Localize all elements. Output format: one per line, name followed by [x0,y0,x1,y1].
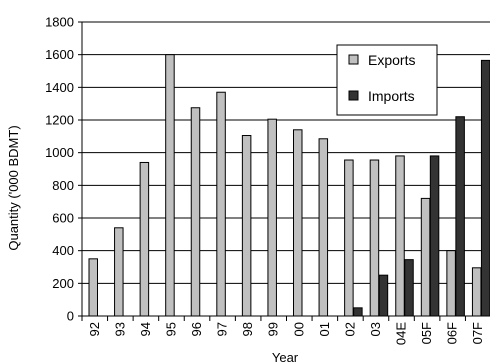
y-tick-label: 1000 [45,145,74,160]
x-tick-label: 00 [291,322,306,336]
y-tick-label: 0 [67,309,74,324]
x-tick-label: 99 [266,322,281,336]
y-tick-label: 1800 [45,15,74,30]
bar-exports-99 [267,118,277,317]
bar-exports-93 [114,227,124,317]
legend-label-imports: Imports [368,88,415,104]
y-tick-label: 400 [52,243,74,258]
bar-exports-03 [369,159,380,317]
bar-imports-05F [429,155,440,317]
bar-exports-97 [216,91,226,317]
y-axis-ticks: 0 200 400 600 800 1000 1200 1400 1600 1800 [45,15,82,324]
legend-swatch-exports [348,54,359,65]
bar-exports-98 [241,135,252,317]
x-tick-label: 01 [317,322,332,336]
legend: Exports Imports [336,44,438,116]
y-tick-label: 1400 [45,80,74,95]
bar-imports-06F [455,116,465,317]
x-tick-label: 94 [138,322,153,336]
bar-exports-00 [293,129,303,317]
bar-imports-07F [480,59,490,317]
y-tick-label: 1200 [45,113,74,128]
axes [81,22,490,317]
legend-label-exports: Exports [368,52,415,68]
bar-exports-95 [165,54,175,317]
bar-exports-02 [344,159,354,317]
x-axis-ticks: 92 93 94 95 96 97 98 99 00 01 02 03 04E 05F 06F 07F [81,316,485,345]
x-tick-label: 92 [87,322,102,336]
x-tick-label: 05F [419,322,434,344]
bar-exports-07F [471,267,482,317]
bar-imports-04E [404,259,414,317]
bar-imports-03 [378,274,389,317]
x-tick-label: 93 [112,322,127,336]
y-tick-label: 1600 [45,47,74,62]
y-tick-label: 200 [52,276,74,291]
x-tick-label: 07F [470,322,485,344]
x-tick-label: 98 [240,322,255,336]
x-tick-label: 04E [394,322,409,345]
y-tick-label: 800 [52,178,74,193]
legend-swatch-imports [348,90,359,101]
bar-exports-05F [420,197,431,317]
bar-imports-02 [353,307,363,317]
x-tick-label: 02 [342,322,357,336]
x-tick-label: 06F [445,322,460,344]
x-tick-label: 03 [368,322,383,336]
bar-exports-94 [139,161,150,317]
x-tick-label: 95 [163,322,178,336]
y-axis-title: Quantity ('000 BDMT) [6,125,21,250]
bar-exports-06F [446,250,456,317]
grid-lines [82,21,490,284]
x-axis-title: Year [272,350,299,363]
x-tick-label: 97 [215,322,230,336]
bar-exports-01 [318,138,329,317]
bar-exports-04E [395,155,405,317]
y-tick-label: 600 [52,211,74,226]
bar-exports-92 [88,258,98,317]
x-tick-label: 96 [189,322,204,336]
bar-exports-96 [190,107,201,317]
